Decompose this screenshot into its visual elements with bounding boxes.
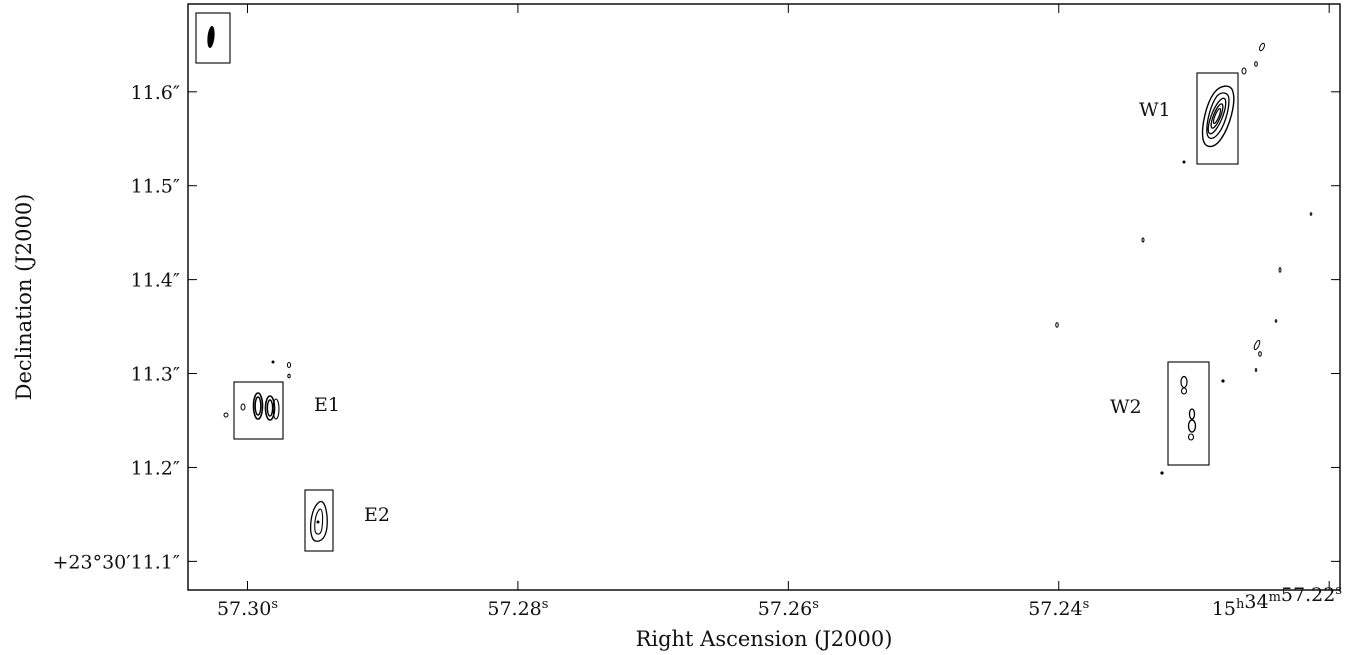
y-axis-label: Declination (J2000) bbox=[12, 194, 36, 401]
label-w1: W1 bbox=[1139, 99, 1171, 121]
label-w2: W2 bbox=[1110, 396, 1142, 418]
y-tick-label: 11.2″ bbox=[131, 457, 180, 479]
source-e1 bbox=[223, 360, 292, 440]
x-tick-label: 57.28s bbox=[487, 597, 548, 620]
x-tick-label: 57.24s bbox=[1028, 597, 1089, 620]
label-e2: E2 bbox=[364, 504, 390, 526]
plot-frame bbox=[187, 3, 1341, 591]
noise-contours bbox=[1055, 212, 1313, 372]
source-w1 bbox=[1182, 42, 1265, 165]
y-tick-label: 11.3″ bbox=[131, 364, 180, 386]
x-tick-label: 57.30s bbox=[217, 597, 278, 620]
y-tick-label: +23°30′11.1″ bbox=[53, 551, 181, 573]
x-tick-label: 57.26s bbox=[758, 597, 819, 620]
axis-ticks: 57.30s 57.28s 57.26s 57.24s 15h34m57.22s 11.6… bbox=[53, 4, 1342, 620]
y-tick-label: 11.4″ bbox=[131, 270, 180, 292]
y-tick-label: 11.5″ bbox=[131, 176, 180, 198]
x-tick-label: 15h34m57.22s bbox=[1212, 583, 1342, 620]
source-e2 bbox=[304, 489, 334, 552]
beam-marker bbox=[195, 12, 231, 64]
label-e1: E1 bbox=[314, 394, 340, 416]
y-tick-label: 11.6″ bbox=[131, 82, 180, 104]
source-w2 bbox=[1160, 361, 1225, 475]
x-axis-label: Right Ascension (J2000) bbox=[636, 627, 893, 651]
